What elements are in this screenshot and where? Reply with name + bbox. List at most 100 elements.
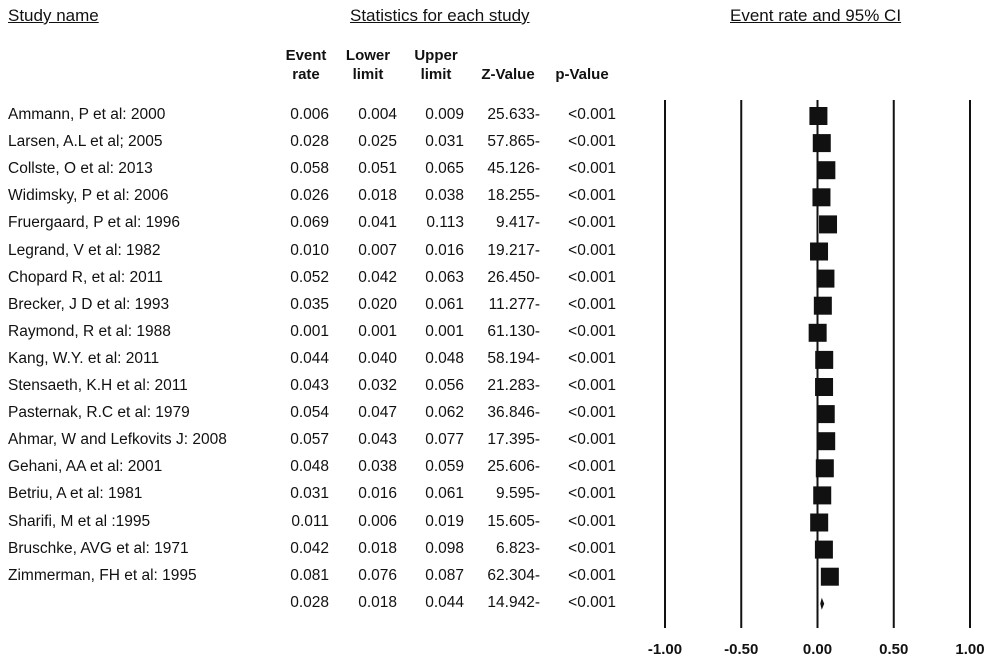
p-value-cell: <0.001	[568, 539, 616, 557]
upper-limit-cell: 0.077	[425, 431, 464, 449]
p-value-cell: <0.001	[568, 160, 616, 178]
study-name-cell: Gehani, AA et al: 2001	[8, 458, 163, 476]
z-value-cell: 15.605-	[487, 512, 540, 530]
lower-limit-cell: 0.018	[358, 593, 397, 611]
upper-limit-cell: 0.062	[425, 404, 464, 422]
event-rate-cell: 0.028	[290, 133, 329, 151]
upper-limit-cell: 0.001	[425, 322, 464, 340]
upper-limit-cell: 0.059	[425, 458, 464, 476]
z-value-cell: 25.606-	[487, 458, 540, 476]
p-value-cell: <0.001	[568, 187, 616, 205]
effect-marker	[816, 269, 835, 288]
lower-limit-cell: 0.032	[358, 377, 397, 394]
p-value-cell: <0.001	[568, 566, 616, 584]
col-header-upper-limit: Upper limit	[414, 47, 458, 83]
z-value-cell: 25.633-	[487, 106, 540, 123]
x-tick-label: -0.50	[724, 641, 758, 658]
p-value-cell: <0.001	[568, 268, 616, 286]
table-row: Betriu, A et al: 1981 0.031 0.016 0.061 9.59…	[0, 485, 640, 512]
upper-limit-cell: 0.019	[425, 512, 464, 530]
study-name-cell: Kang, W.Y. et al: 2011	[8, 349, 160, 367]
event-rate-cell: 0.057	[290, 431, 329, 449]
upper-limit-cell: 0.061	[425, 295, 464, 313]
z-value-cell: 45.126-	[487, 160, 540, 178]
z-value-cell: 36.846-	[487, 404, 540, 422]
table-row: Bruschke, AVG et al: 1971 0.042 0.018 0.098…	[0, 540, 640, 567]
z-value-cell: 58.194-	[487, 349, 540, 367]
z-value-cell: 9.595-	[496, 485, 540, 503]
upper-limit-cell: 0.087	[425, 566, 464, 584]
p-value-cell: <0.001	[568, 295, 616, 313]
table-row: Fruergaard, P et al: 1996 0.069 0.041 0.113…	[0, 214, 640, 241]
p-value-cell: <0.001	[568, 214, 616, 232]
study-name-cell: Stensaeth, K.H et al: 2011	[8, 377, 188, 394]
header-statistics: Statistics for each study	[350, 6, 530, 25]
header-study-name: Study name	[8, 6, 99, 25]
event-rate-cell: 0.011	[291, 512, 329, 530]
header-event-rate-ci: Event rate and 95% CI	[730, 6, 902, 25]
study-name-cell: Betriu, A et al: 1981	[8, 485, 143, 503]
event-rate-cell: 0.042	[290, 539, 329, 557]
p-value-cell: <0.001	[568, 349, 616, 367]
event-rate-cell: 0.010	[290, 241, 329, 259]
effect-marker	[815, 459, 834, 478]
lower-limit-cell: 0.006	[358, 512, 397, 530]
study-name-cell: Fruergaard, P et al: 1996	[8, 214, 181, 232]
summary-row: 0.028 0.018 0.044 14.942- <0.001	[0, 594, 640, 621]
p-value-cell: <0.001	[568, 593, 616, 611]
study-name-cell: Zimmerman, FH et al: 1995	[8, 566, 197, 584]
study-name-cell: Sharifi, M et al :1995	[8, 512, 151, 530]
col-header-p-value: p-Value	[555, 66, 609, 83]
lower-limit-cell: 0.038	[358, 458, 397, 476]
lower-limit-cell: 0.043	[358, 431, 397, 449]
z-value-cell: 9.417-	[496, 214, 540, 232]
p-value-cell: <0.001	[568, 133, 616, 151]
upper-limit-cell: 0.048	[425, 349, 464, 367]
z-value-cell: 18.255-	[487, 187, 540, 205]
event-rate-cell: 0.006	[290, 106, 329, 123]
z-value-cell: 6.823-	[496, 539, 540, 557]
event-rate-cell: 0.058	[290, 160, 329, 178]
p-value-cell: <0.001	[568, 404, 616, 422]
lower-limit-cell: 0.004	[358, 106, 397, 123]
z-value-cell: 17.395-	[487, 431, 540, 449]
p-value-cell: <0.001	[568, 458, 616, 476]
p-value-cell: <0.001	[568, 106, 616, 123]
upper-limit-cell: 0.038	[425, 187, 464, 205]
lower-limit-cell: 0.040	[358, 349, 397, 367]
event-rate-cell: 0.043	[290, 377, 329, 394]
effect-marker	[816, 405, 835, 424]
upper-limit-cell: 0.098	[425, 539, 464, 557]
upper-limit-cell: 0.113	[426, 214, 464, 232]
event-rate-cell: 0.028	[290, 593, 329, 611]
study-name-cell: Pasternak, R.C et al: 1979	[8, 404, 190, 422]
z-value-cell: 14.942-	[487, 593, 540, 611]
table-row: Ammann, P et al: 2000 0.006 0.004 0.009 25.6…	[0, 106, 640, 133]
study-name-cell: Collste, O et al: 2013	[8, 160, 153, 178]
study-name-cell: Ammann, P et al: 2000	[8, 106, 166, 123]
event-rate-cell: 0.069	[290, 214, 329, 232]
lower-limit-cell: 0.020	[358, 295, 397, 313]
event-rate-cell: 0.035	[290, 295, 329, 313]
z-value-cell: 19.217-	[487, 241, 540, 259]
study-name-cell: Bruschke, AVG et al: 1971	[8, 539, 189, 557]
event-rate-cell: 0.044	[290, 349, 329, 367]
table-row: Legrand, V et al: 1982 0.010 0.007 0.016 19.…	[0, 242, 640, 269]
effect-marker	[812, 134, 831, 153]
table-row: Larsen, A.L et al; 2005 0.028 0.025 0.031 57…	[0, 133, 640, 160]
col-header-event-rate: Event rate	[285, 47, 327, 83]
z-value-cell: 26.450-	[487, 268, 540, 286]
study-name-cell: Larsen, A.L et al; 2005	[8, 133, 163, 151]
lower-limit-cell: 0.042	[358, 268, 397, 286]
lower-limit-cell: 0.047	[358, 404, 397, 422]
col-header-z-value: Z-Value	[481, 66, 535, 83]
effect-marker	[809, 107, 828, 125]
lower-limit-cell: 0.076	[358, 566, 397, 584]
lower-limit-cell: 0.016	[358, 485, 397, 503]
event-rate-cell: 0.081	[290, 566, 329, 584]
table-row: Sharifi, M et al :1995 0.011 0.006 0.019 15.…	[0, 513, 640, 540]
effect-marker	[808, 323, 827, 342]
study-name-cell: Raymond, R et al: 1988	[8, 322, 171, 340]
table-row: Raymond, R et al: 1988 0.001 0.001 0.001 61.…	[0, 323, 640, 350]
upper-limit-cell: 0.009	[425, 106, 464, 123]
